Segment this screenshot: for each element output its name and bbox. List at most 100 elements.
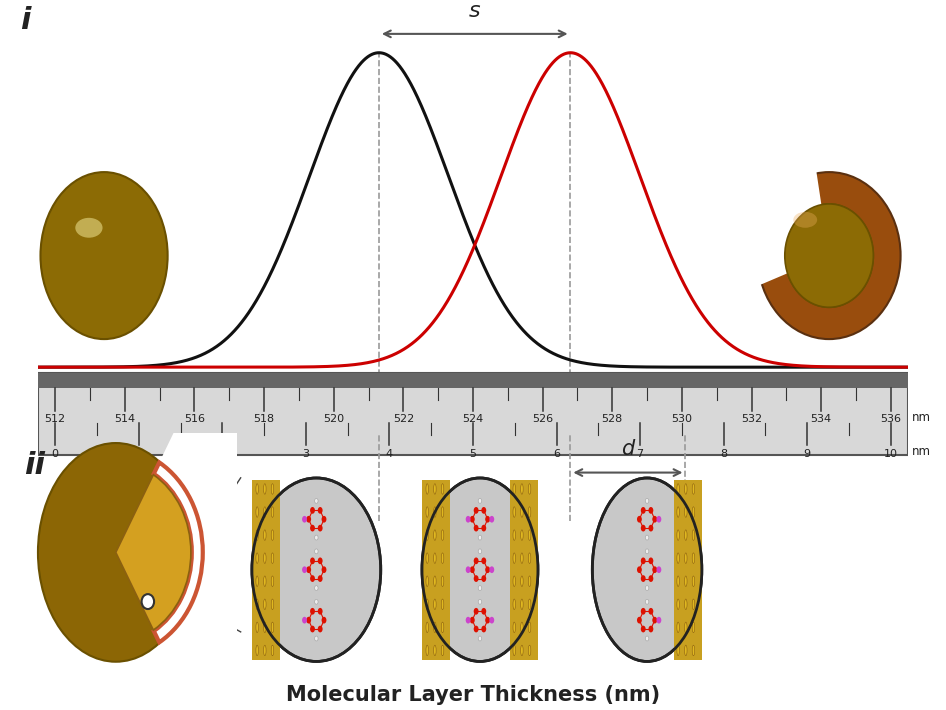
Ellipse shape <box>264 484 266 494</box>
Bar <box>510 480 538 660</box>
Circle shape <box>803 226 854 285</box>
Ellipse shape <box>465 567 470 573</box>
Circle shape <box>815 239 844 273</box>
Circle shape <box>798 219 860 292</box>
Circle shape <box>772 189 886 322</box>
Circle shape <box>805 227 853 284</box>
Text: 520: 520 <box>324 414 344 424</box>
Circle shape <box>815 239 844 273</box>
Circle shape <box>796 217 863 295</box>
Circle shape <box>808 231 850 280</box>
Ellipse shape <box>315 535 318 540</box>
Circle shape <box>790 210 867 301</box>
Ellipse shape <box>485 617 490 623</box>
Ellipse shape <box>485 516 490 523</box>
Circle shape <box>813 237 845 274</box>
Circle shape <box>816 241 842 271</box>
Ellipse shape <box>657 516 661 523</box>
Ellipse shape <box>677 484 679 494</box>
Circle shape <box>770 187 888 324</box>
Text: 528: 528 <box>602 414 622 424</box>
Ellipse shape <box>256 553 258 564</box>
Wedge shape <box>754 170 829 285</box>
Circle shape <box>45 178 163 333</box>
Ellipse shape <box>465 516 470 523</box>
Ellipse shape <box>474 626 479 633</box>
Ellipse shape <box>310 525 315 532</box>
Ellipse shape <box>426 599 429 610</box>
Circle shape <box>788 208 870 303</box>
Text: 5: 5 <box>469 449 477 459</box>
Ellipse shape <box>513 622 516 633</box>
Circle shape <box>821 246 837 265</box>
Circle shape <box>785 204 873 307</box>
Circle shape <box>805 227 853 284</box>
Ellipse shape <box>433 484 436 494</box>
Ellipse shape <box>640 608 646 615</box>
Circle shape <box>806 229 852 283</box>
Ellipse shape <box>482 507 486 514</box>
Ellipse shape <box>96 525 135 579</box>
Circle shape <box>58 195 150 316</box>
Ellipse shape <box>56 468 176 637</box>
Ellipse shape <box>474 525 479 532</box>
Ellipse shape <box>479 636 482 641</box>
Ellipse shape <box>318 507 323 514</box>
Circle shape <box>797 218 861 293</box>
Ellipse shape <box>528 507 531 518</box>
Bar <box>674 480 702 660</box>
Circle shape <box>782 202 876 310</box>
Circle shape <box>788 208 870 303</box>
Ellipse shape <box>645 599 649 604</box>
Ellipse shape <box>528 530 531 540</box>
Ellipse shape <box>528 599 531 610</box>
Ellipse shape <box>441 484 444 494</box>
Ellipse shape <box>87 511 145 594</box>
Ellipse shape <box>318 525 323 532</box>
Circle shape <box>92 239 116 273</box>
Ellipse shape <box>441 599 444 610</box>
Ellipse shape <box>315 636 318 641</box>
Circle shape <box>80 224 128 287</box>
Ellipse shape <box>80 503 150 601</box>
Ellipse shape <box>465 617 470 623</box>
Ellipse shape <box>52 462 180 643</box>
Ellipse shape <box>520 484 523 494</box>
Circle shape <box>74 216 134 295</box>
Ellipse shape <box>482 525 486 532</box>
Ellipse shape <box>91 517 141 588</box>
Circle shape <box>820 245 838 266</box>
Circle shape <box>790 209 868 302</box>
Ellipse shape <box>685 622 687 633</box>
Circle shape <box>64 203 144 307</box>
Circle shape <box>824 249 834 262</box>
Ellipse shape <box>318 626 323 633</box>
Circle shape <box>815 240 842 271</box>
Ellipse shape <box>322 567 326 573</box>
Ellipse shape <box>272 645 273 656</box>
Ellipse shape <box>63 479 168 626</box>
Ellipse shape <box>474 608 479 615</box>
Circle shape <box>802 224 855 287</box>
Circle shape <box>826 251 832 260</box>
Circle shape <box>797 218 861 293</box>
Circle shape <box>824 249 834 262</box>
Ellipse shape <box>302 567 307 573</box>
Circle shape <box>813 236 846 275</box>
Ellipse shape <box>513 507 516 518</box>
Ellipse shape <box>112 547 120 558</box>
Ellipse shape <box>441 576 444 586</box>
Ellipse shape <box>310 575 315 582</box>
Circle shape <box>811 235 847 276</box>
Ellipse shape <box>60 473 172 632</box>
Ellipse shape <box>794 212 817 228</box>
Ellipse shape <box>426 576 429 586</box>
Circle shape <box>806 229 852 283</box>
Circle shape <box>808 231 850 280</box>
Ellipse shape <box>264 622 266 633</box>
Circle shape <box>785 204 873 307</box>
Ellipse shape <box>95 523 137 582</box>
Ellipse shape <box>40 446 192 659</box>
Text: 1: 1 <box>135 449 142 459</box>
Circle shape <box>822 247 836 264</box>
